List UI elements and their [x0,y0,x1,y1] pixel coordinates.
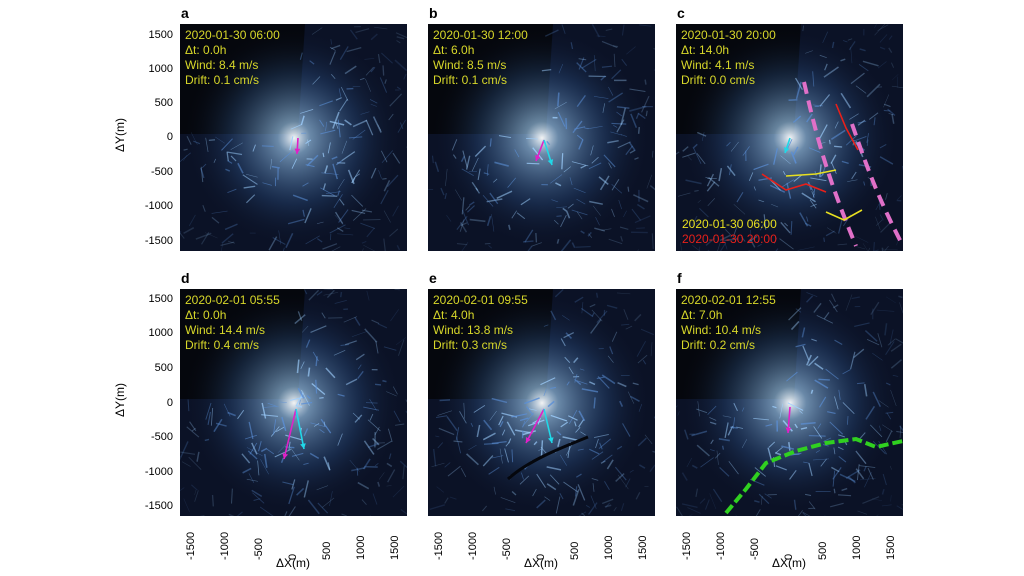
delta-time: Δt: 0.0h [185,43,227,57]
timestamp: 2020-02-01 05:55 [185,293,280,307]
drift-speed: Drift: 0.1 cm/s [185,73,260,87]
timestamp: 2020-02-01 09:55 [433,293,528,307]
y-tick-label: 500 [154,362,173,374]
info-box: 2020-02-01 09:55 Δt: 4.0h Wind: 13.8 m/s… [433,293,528,353]
x-tick-label: 500 [817,541,829,560]
x-tick-label: -1500 [433,531,445,560]
legend-item-yellow: 2020-01-30 06:00 [682,217,777,231]
y-tick-label: 1000 [148,327,173,339]
y-tick-label: 0 [166,131,173,143]
x-tick-label: 1500 [637,535,649,560]
panel-label: f [677,270,682,286]
legend-item-red: 2020-01-30 20:00 [682,232,777,246]
x-tick-label: 1500 [389,535,401,560]
wind-speed: Wind: 10.4 m/s [681,323,762,337]
panel-label: d [181,270,190,286]
x-tick-label: 500 [321,541,333,560]
x-tick-label: -1000 [715,531,727,560]
radar-image-a: 2020-01-30 06:00 Δt: 0.0h Wind: 8.4 m/s … [180,24,407,251]
y-tick-label: 1500 [148,293,173,305]
timestamp: 2020-01-30 20:00 [681,28,776,42]
timestamp: 2020-01-30 06:00 [185,28,280,42]
y-axis-label: ΔY(m) [113,382,128,418]
y-tick-label: 0 [166,397,173,409]
y-tick-label: -1000 [144,200,173,212]
x-tick-label: 1500 [885,535,897,560]
radar-texture [676,289,903,516]
x-axis-label: ΔX(m) [524,556,559,570]
info-box: 2020-01-30 20:00 Δt: 14.0h Wind: 4.1 m/s… [681,28,776,88]
x-axis-label: ΔX(m) [772,556,807,570]
radar-image-e: 2020-02-01 09:55 Δt: 4.0h Wind: 13.8 m/s… [428,289,655,516]
radar-texture [180,289,407,516]
y-tick-label: -1000 [144,466,173,478]
radar-image-b: 2020-01-30 12:00 Δt: 6.0h Wind: 8.5 m/s … [428,24,655,251]
delta-time: Δt: 0.0h [185,308,227,322]
x-tick-label: 500 [569,541,581,560]
wind-speed: Wind: 8.4 m/s [185,58,259,72]
y-tick-label: 1000 [148,63,173,75]
radar-image-d: 2020-02-01 05:55 Δt: 0.0h Wind: 14.4 m/s… [180,289,407,516]
panel-label: b [429,5,438,21]
legend: 2020-01-30 06:00 2020-01-30 20:00 [682,217,777,247]
x-tick-label: 1000 [355,535,367,560]
x-tick-label: -1500 [185,531,197,560]
wind-speed: Wind: 13.8 m/s [433,323,514,337]
radar-texture [428,24,655,251]
x-tick-label: -500 [253,537,265,560]
y-tick-label: 1500 [148,29,173,41]
radar-texture [428,289,655,516]
panel-label: a [181,5,189,21]
y-tick-label: -500 [150,166,173,178]
radar-texture [180,24,407,251]
wind-speed: Wind: 4.1 m/s [681,58,755,72]
y-tick-label: -1500 [144,235,173,247]
x-tick-label: 1000 [851,535,863,560]
y-tick-label: 500 [154,97,173,109]
drift-speed: Drift: 0.0 cm/s [681,73,756,87]
drift-speed: Drift: 0.4 cm/s [185,338,260,352]
radar-texture [676,24,903,251]
info-box: 2020-02-01 05:55 Δt: 0.0h Wind: 14.4 m/s… [185,293,280,353]
radar-image-c: 2020-01-30 20:00 Δt: 14.0h Wind: 4.1 m/s… [676,24,903,251]
x-tick-label: -500 [501,537,513,560]
x-tick-label: -500 [749,537,761,560]
info-box: 2020-01-30 06:00 Δt: 0.0h Wind: 8.4 m/s … [185,28,280,88]
drift-speed: Drift: 0.3 cm/s [433,338,508,352]
radar-image-f: 2020-02-01 12:55 Δt: 7.0h Wind: 10.4 m/s… [676,289,903,516]
y-tick-label: -500 [150,431,173,443]
drift-speed: Drift: 0.2 cm/s [681,338,756,352]
x-tick-label: -1000 [467,531,479,560]
info-box: 2020-02-01 12:55 Δt: 7.0h Wind: 10.4 m/s… [681,293,776,353]
x-tick-label: -1500 [681,531,693,560]
delta-time: Δt: 7.0h [681,308,723,322]
info-box: 2020-01-30 12:00 Δt: 6.0h Wind: 8.5 m/s … [433,28,528,88]
x-tick-label: -1000 [219,531,231,560]
y-tick-label: -1500 [144,500,173,512]
timestamp: 2020-01-30 12:00 [433,28,528,42]
wind-speed: Wind: 8.5 m/s [433,58,507,72]
panel-label: c [677,5,685,21]
delta-time: Δt: 4.0h [433,308,475,322]
delta-time: Δt: 6.0h [433,43,475,57]
x-tick-label: 1000 [603,535,615,560]
x-axis-label: ΔX(m) [276,556,311,570]
delta-time: Δt: 14.0h [681,43,730,57]
timestamp: 2020-02-01 12:55 [681,293,776,307]
panel-label: e [429,270,437,286]
drift-speed: Drift: 0.1 cm/s [433,73,508,87]
y-axis-label: ΔY(m) [113,117,128,153]
wind-speed: Wind: 14.4 m/s [185,323,266,337]
